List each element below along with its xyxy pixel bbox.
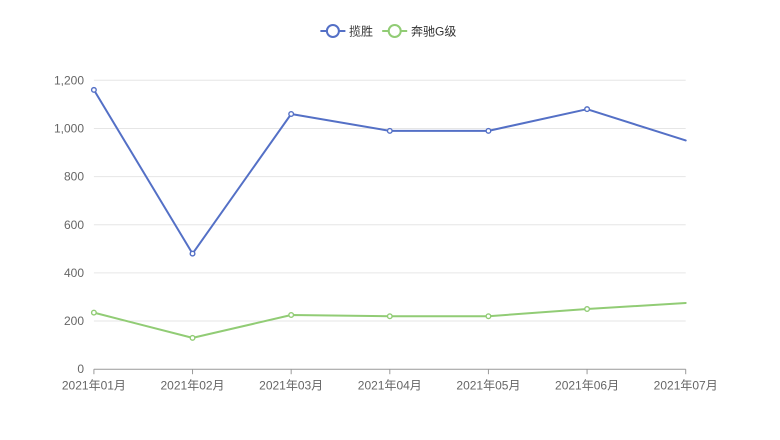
svg-text:1,200: 1,200 — [54, 73, 84, 87]
svg-text:600: 600 — [64, 218, 84, 232]
svg-text:2021年07月: 2021年07月 — [654, 379, 718, 393]
svg-text:2021年04月: 2021年04月 — [358, 379, 422, 393]
svg-text:1,000: 1,000 — [54, 121, 84, 135]
svg-text:2021年02月: 2021年02月 — [161, 379, 225, 393]
svg-text:800: 800 — [64, 170, 84, 184]
svg-text:0: 0 — [77, 362, 84, 376]
svg-text:奔驰G级: 奔驰G级 — [411, 24, 456, 38]
svg-text:揽胜: 揽胜 — [349, 23, 373, 38]
svg-text:2021年01月: 2021年01月 — [62, 379, 126, 393]
svg-text:2021年05月: 2021年05月 — [456, 379, 520, 393]
svg-text:2021年03月: 2021年03月 — [259, 379, 323, 393]
svg-text:400: 400 — [64, 266, 84, 280]
svg-text:200: 200 — [64, 314, 84, 328]
svg-text:2021年06月: 2021年06月 — [555, 379, 619, 393]
